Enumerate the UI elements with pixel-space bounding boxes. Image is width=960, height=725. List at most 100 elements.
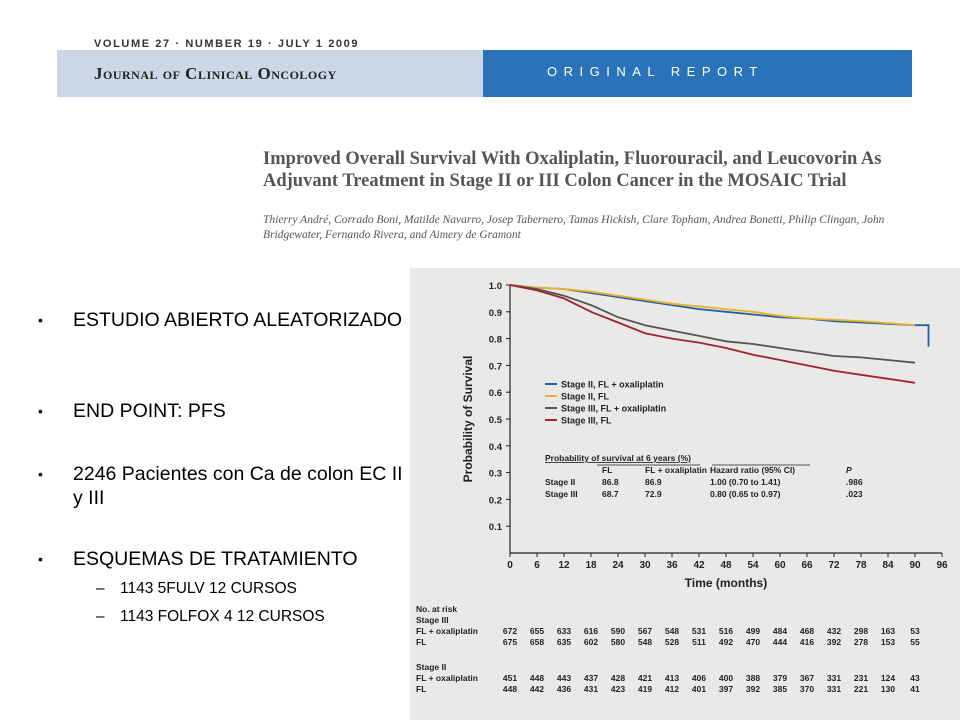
at-risk-value: 548 — [665, 626, 679, 636]
y-tick-label: 0.4 — [489, 442, 503, 453]
journal-name-block: Journal of Clinical Oncology — [57, 50, 483, 97]
at-risk-value: 428 — [611, 673, 625, 683]
at-risk-value: 153 — [881, 637, 895, 647]
bullet-dot: • — [38, 466, 43, 482]
bullet-dot: • — [38, 403, 43, 419]
at-risk-value: 516 — [719, 626, 733, 636]
x-tick-label: 42 — [693, 560, 705, 571]
at-risk-value: 590 — [611, 626, 625, 636]
inset-header: Hazard ratio (95% CI) — [710, 465, 795, 475]
inset-cell: Stage III — [545, 489, 578, 499]
sub-bullet-text: 1143 5FULV 12 CURSOS — [120, 580, 297, 597]
at-risk-value: 400 — [719, 673, 733, 683]
at-risk-value: 413 — [665, 673, 679, 683]
bullet-text: END POINT: PFS — [73, 400, 226, 422]
at-risk-value: 470 — [746, 637, 760, 647]
at-risk-title: No. at risk — [416, 604, 457, 614]
at-risk-value: 331 — [827, 673, 841, 683]
x-tick-label: 12 — [558, 560, 570, 571]
series-line — [509, 284, 930, 347]
inset-title: Probability of survival at 6 years (%) — [545, 453, 691, 463]
x-tick-label: 24 — [612, 560, 624, 571]
at-risk-value: 658 — [530, 637, 544, 647]
inset-cell: 0.80 (0.65 to 0.97) — [710, 489, 781, 499]
at-risk-value: 231 — [854, 673, 868, 683]
at-risk-value: 531 — [692, 626, 706, 636]
x-tick-label: 78 — [855, 560, 867, 571]
at-risk-value: 416 — [800, 637, 814, 647]
at-risk-value: 448 — [503, 684, 517, 694]
volume-line: VOLUME 27 · NUMBER 19 · JULY 1 2009 — [94, 38, 360, 50]
at-risk-value: 55 — [910, 637, 920, 647]
section-block: ORIGINAL REPORT — [483, 50, 912, 97]
inset-cell: .986 — [846, 477, 863, 487]
at-risk-value: 379 — [773, 673, 787, 683]
at-risk-value: 421 — [638, 673, 652, 683]
at-risk-value: 468 — [800, 626, 814, 636]
section-label: ORIGINAL REPORT — [547, 64, 764, 79]
at-risk-value: 298 — [854, 626, 868, 636]
at-risk-value: 124 — [881, 673, 895, 683]
x-tick-label: 84 — [882, 560, 894, 571]
at-risk-value: 442 — [530, 684, 544, 694]
at-risk-value: 53 — [910, 626, 920, 636]
at-risk-row-label: FL + oxaliplatin — [416, 626, 478, 636]
inset-cell: .023 — [846, 489, 863, 499]
at-risk-value: 655 — [530, 626, 544, 636]
at-risk-row-label: FL — [416, 684, 426, 694]
x-tick-label: 90 — [909, 560, 921, 571]
at-risk-value: 567 — [638, 626, 652, 636]
at-risk-value: 443 — [557, 673, 571, 683]
at-risk-value: 499 — [746, 626, 760, 636]
x-tick-label: 60 — [774, 560, 786, 571]
sub-bullet-dash: – — [96, 580, 105, 597]
at-risk-value: 431 — [584, 684, 598, 694]
inset-cell: 68.7 — [602, 489, 619, 499]
at-risk-value: 401 — [692, 684, 706, 694]
legend-label: Stage II, FL — [561, 392, 610, 402]
x-tick-label: 18 — [585, 560, 597, 571]
inset-cell: 72.9 — [645, 489, 662, 499]
sub-bullet-text: 1143 FOLFOX 4 12 CURSOS — [120, 608, 325, 625]
y-tick-label: 0.7 — [489, 361, 502, 372]
at-risk-value: 388 — [746, 673, 760, 683]
x-tick-label: 66 — [801, 560, 813, 571]
y-tick-label: 0.5 — [489, 415, 503, 426]
series-line — [509, 284, 916, 364]
at-risk-value: 492 — [719, 637, 733, 647]
y-tick-label: 0.9 — [489, 308, 502, 319]
at-risk-group-label: Stage II — [416, 662, 446, 672]
y-tick-label: 0.8 — [489, 335, 502, 346]
x-tick-label: 72 — [828, 560, 840, 571]
inset-cell: 86.9 — [645, 477, 662, 487]
inset-header: FL — [602, 465, 612, 475]
inset-header: P — [846, 465, 852, 475]
inset-cell: Stage II — [545, 477, 575, 487]
bullet-text: ESQUEMAS DE TRATAMIENTO — [73, 548, 358, 570]
at-risk-value: 412 — [665, 684, 679, 694]
at-risk-value: 548 — [638, 637, 652, 647]
x-axis-label: Time (months) — [685, 576, 767, 590]
at-risk-value: 130 — [881, 684, 895, 694]
at-risk-value: 41 — [910, 684, 920, 694]
at-risk-value: 385 — [773, 684, 787, 694]
at-risk-value: 43 — [910, 673, 920, 683]
at-risk-value: 602 — [584, 637, 598, 647]
x-tick-label: 6 — [534, 560, 540, 571]
inset-cell: 86.8 — [602, 477, 619, 487]
at-risk-value: 221 — [854, 684, 868, 694]
at-risk-value: 448 — [530, 673, 544, 683]
article-authors: Thierry André, Corrado Boni, Matilde Nav… — [263, 214, 885, 241]
at-risk-value: 367 — [800, 673, 814, 683]
at-risk-value: 392 — [746, 684, 760, 694]
legend-label: Stage III, FL — [561, 416, 612, 426]
bullet-dot: • — [38, 312, 43, 328]
at-risk-value: 616 — [584, 626, 598, 636]
at-risk-value: 444 — [773, 637, 787, 647]
journal-banner: VOLUME 27 · NUMBER 19 · JULY 1 2009 Jour… — [57, 30, 912, 97]
at-risk-value: 370 — [800, 684, 814, 694]
at-risk-value: 278 — [854, 637, 868, 647]
x-tick-label: 0 — [507, 560, 513, 571]
at-risk-value: 436 — [557, 684, 571, 694]
at-risk-row-label: FL — [416, 637, 426, 647]
